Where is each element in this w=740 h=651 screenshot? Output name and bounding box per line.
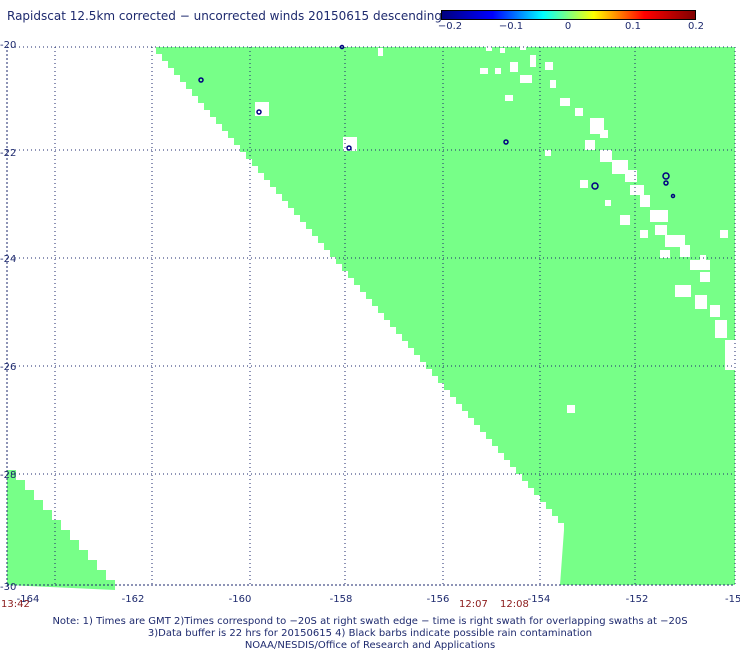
data-gap [567,405,575,413]
colorbar-tick: 0 [564,21,572,32]
swath-coverage [7,47,735,590]
data-gap [480,68,488,74]
colorbar-tick: 0.2 [688,21,704,32]
data-gap [720,230,728,238]
data-gap [255,102,269,116]
rain-marks [198,44,676,199]
lat-label: -30 [0,582,16,593]
data-gap [690,260,710,270]
data-gap [680,245,690,257]
data-gap [660,250,670,258]
rain-mark [339,44,345,50]
lat-label: -22 [0,148,16,159]
note-line-3: NOAA/NESDIS/Office of Research and Appli… [244,640,496,651]
lon-label: -150 [725,594,740,605]
lat-lon-grid [6,46,736,586]
data-gap [585,140,595,150]
lon-label: -156 [427,594,450,605]
data-gap [545,150,551,156]
colorbar-tick: −0.1 [498,21,524,32]
lon-label: -154 [528,594,551,605]
rain-mark [198,77,204,83]
lat-label: -26 [0,362,16,373]
data-gap [500,48,505,53]
data-gap [530,55,536,67]
data-gap [650,210,668,222]
rain-mark [503,139,509,145]
lon-label: -164 [17,594,40,605]
data-gap [510,62,518,72]
data-gap [710,305,720,317]
wind-map: -164 -162 -160 -158 -156 -154 -152 -150 … [0,40,740,610]
colorbar [441,10,696,20]
lat-label: -28 [0,470,16,481]
colorbar-tick: 0.1 [625,21,641,32]
swath-time: 12:07 [459,599,488,610]
rain-mark [256,109,262,115]
data-gaps [255,45,735,413]
data-gap [640,230,648,238]
lon-label: -162 [122,594,145,605]
rain-mark [662,172,670,180]
swath-time: 12:08 [500,599,529,610]
rain-mark [346,145,352,151]
lon-label: -152 [626,594,649,605]
note-line-2: 3)Data buffer is 22 hrs for 20150615 4) … [147,628,593,639]
data-gap [378,48,383,56]
lat-label: -20 [0,40,16,51]
data-gap [600,130,608,138]
data-gap [600,150,612,162]
rain-mark [670,193,676,199]
data-gap [605,200,611,206]
swath-time: 13:42 [1,599,30,610]
data-gap [725,340,735,370]
lower-left-swath [7,470,115,590]
data-gap [620,215,630,225]
data-gap [625,170,637,182]
data-gap [715,320,727,338]
rain-mark [663,180,669,186]
data-gap [665,235,685,247]
lon-label: -158 [330,594,353,605]
data-gap [655,225,667,235]
data-gap [612,160,628,174]
note-line-1: Note: 1) Times are GMT 2)Times correspon… [52,616,688,627]
data-gap [550,80,556,88]
map-frame [6,46,736,586]
data-gap [580,180,588,188]
lon-label: -160 [229,594,252,605]
data-gap [505,95,513,101]
data-gap [700,272,710,282]
map-title: Rapidscat 12.5km corrected − uncorrected… [7,9,442,23]
data-gap [640,195,650,207]
data-gap [545,62,553,70]
rain-mark [591,182,599,190]
data-gap [675,285,691,297]
colorbar-tick: −0.2 [437,21,463,32]
data-gap [520,75,532,83]
data-gap [630,185,644,195]
data-gap [560,98,570,106]
lat-label: -24 [0,254,16,265]
data-gap [486,45,492,51]
data-gap [695,295,707,309]
data-gap [575,108,583,116]
data-gap [495,68,501,74]
